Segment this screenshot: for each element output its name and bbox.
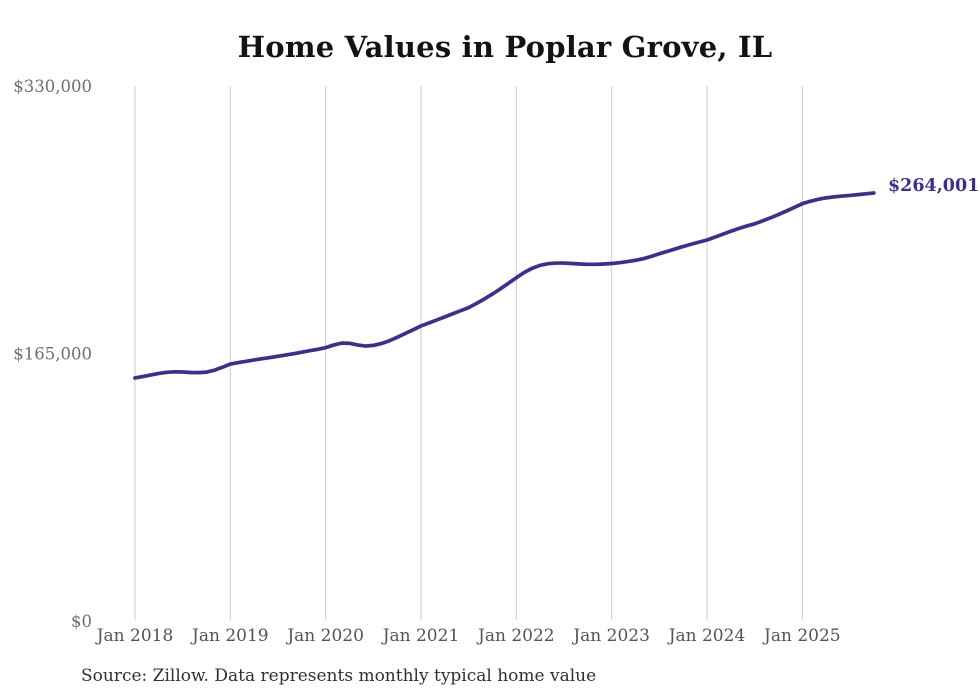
y-tick-label: $0 xyxy=(71,612,92,631)
x-tick-label: Jan 2022 xyxy=(476,626,555,646)
x-tick-label: Jan 2024 xyxy=(667,626,746,646)
chart-title: Home Values in Poplar Grove, IL xyxy=(237,30,773,64)
x-tick-label: Jan 2020 xyxy=(285,626,364,646)
source-note: Source: Zillow. Data represents monthly … xyxy=(81,666,597,686)
x-tick-label: Jan 2025 xyxy=(762,626,841,646)
x-tick-label: Jan 2021 xyxy=(381,626,460,646)
x-tick-label: Jan 2018 xyxy=(95,626,174,646)
latest-value-label: $264,001 xyxy=(888,176,980,196)
y-tick-label: $330,000 xyxy=(13,77,92,96)
y-tick-label: $165,000 xyxy=(13,345,92,364)
home-value-line xyxy=(133,191,876,380)
x-tick-label: Jan 2019 xyxy=(190,626,269,646)
x-tick-label: Jan 2023 xyxy=(571,626,650,646)
